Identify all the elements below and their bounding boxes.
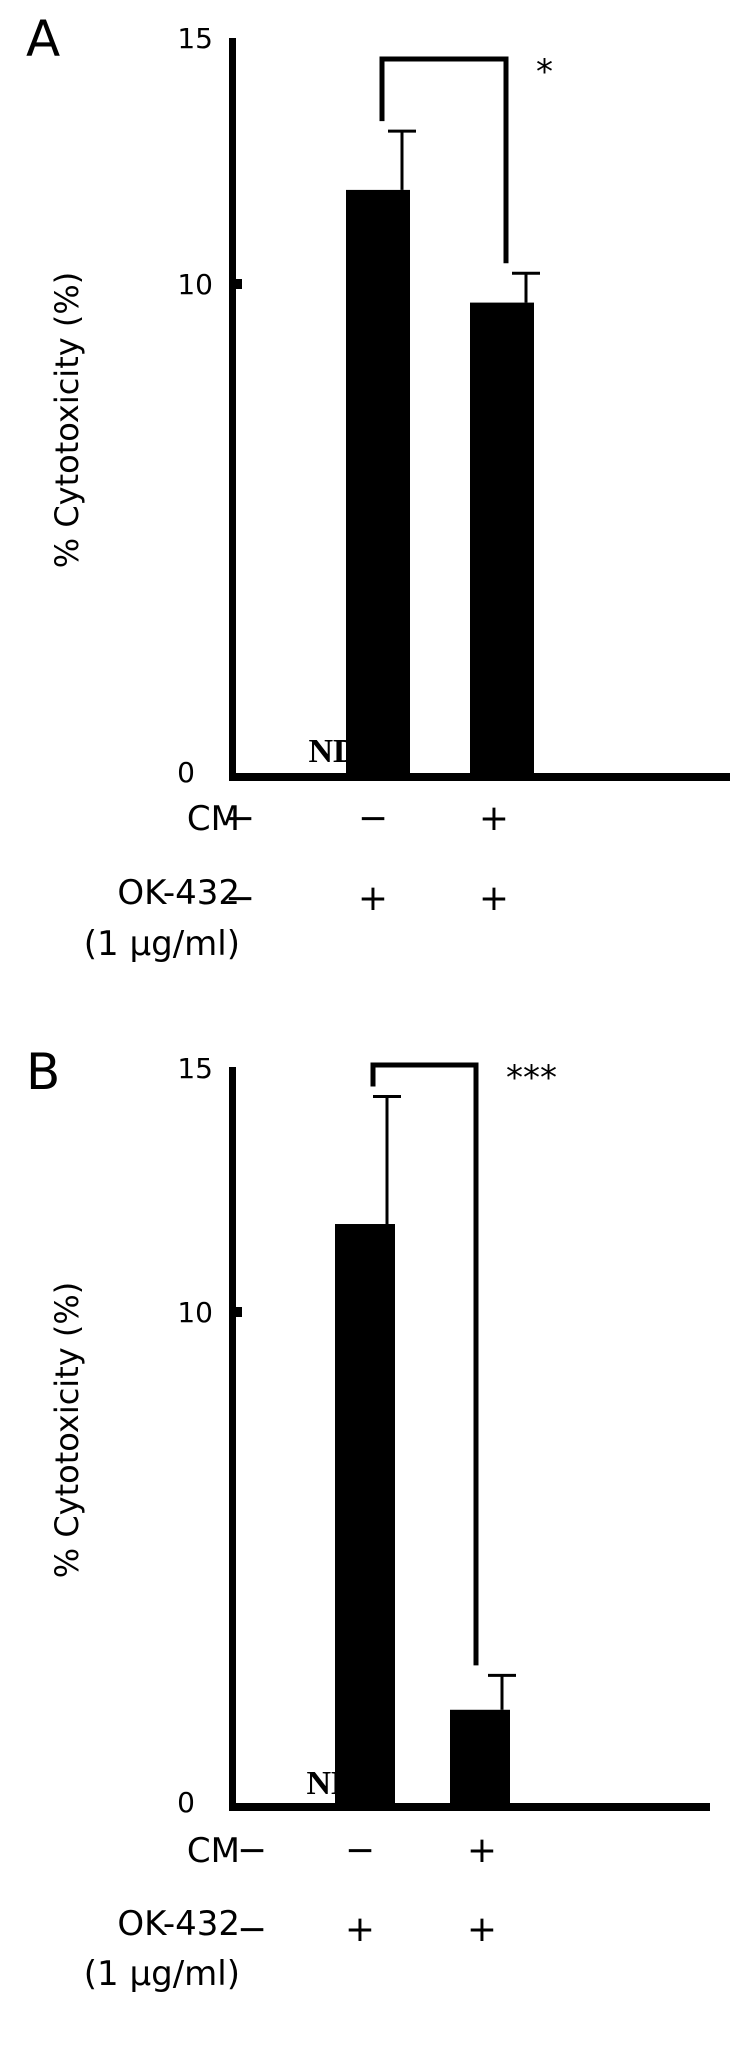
bar-2	[450, 1709, 510, 1803]
bars-group	[346, 129, 540, 773]
ok432-sign-0: −	[237, 1909, 267, 1950]
cm-sign-0: −	[237, 1830, 267, 1871]
cm-sign-2: +	[467, 1830, 497, 1871]
y-tick-mark	[229, 279, 242, 289]
y-axis-label: % Cytotoxicity (%)	[48, 272, 86, 568]
y-axis-label: % Cytotoxicity (%)	[48, 1282, 86, 1578]
panel-letter: A	[26, 10, 60, 68]
significance-label: ***	[506, 1058, 557, 1098]
y-tick-label-0: 0	[177, 756, 195, 789]
y-tick-mark	[229, 1307, 242, 1317]
condition-signs: − − − + + +	[225, 798, 509, 919]
bar-2	[470, 302, 534, 773]
cm-sign-2: +	[479, 798, 509, 839]
cm-sign-1: −	[358, 798, 388, 839]
y-tick-label-15: 15	[177, 1052, 213, 1085]
y-tick-label-0: 0	[177, 1786, 195, 1819]
ok432-row-label: OK-432	[117, 1904, 240, 1944]
y-tick-label-10: 10	[177, 1296, 213, 1329]
x-axis-line	[229, 1803, 710, 1811]
y-tick-label-10: 10	[177, 268, 213, 301]
condition-signs: − − − + + +	[237, 1830, 497, 1950]
ok432-sign-0: −	[225, 878, 255, 919]
ok432-sign-1: +	[345, 1909, 375, 1950]
significance-bracket: *	[379, 52, 553, 264]
x-axis-line	[229, 773, 730, 781]
bar-1	[346, 189, 410, 773]
bars-group	[335, 1094, 516, 1803]
ok432-sign-2: +	[479, 878, 509, 919]
significance-line	[370, 1062, 479, 1666]
cm-row-label: CM	[187, 1831, 240, 1871]
cm-sign-1: −	[345, 1830, 375, 1871]
ok432-row-label: OK-432	[117, 873, 240, 913]
bar-1	[335, 1224, 395, 1803]
y-axis-line	[229, 38, 236, 778]
panel-a: A % Cytotoxicity (%) 0 10 15 ND * CM OK-…	[26, 10, 730, 964]
significance-label: *	[536, 52, 553, 92]
ok432-dose-label: (1 μg/ml)	[84, 1954, 240, 1994]
y-tick-label-15: 15	[177, 22, 213, 55]
cm-row-label: CM	[187, 799, 240, 839]
panel-letter: B	[26, 1043, 60, 1101]
significance-line	[379, 56, 509, 264]
ok432-sign-1: +	[358, 878, 388, 919]
cm-sign-0: −	[225, 798, 255, 839]
ok432-dose-label: (1 μg/ml)	[84, 924, 240, 964]
y-axis-line	[229, 1067, 236, 1809]
significance-bracket: ***	[370, 1058, 557, 1666]
ok432-sign-2: +	[467, 1909, 497, 1950]
panel-b: B % Cytotoxicity (%) 0 10 15 ND *** CM O…	[26, 1043, 710, 1994]
